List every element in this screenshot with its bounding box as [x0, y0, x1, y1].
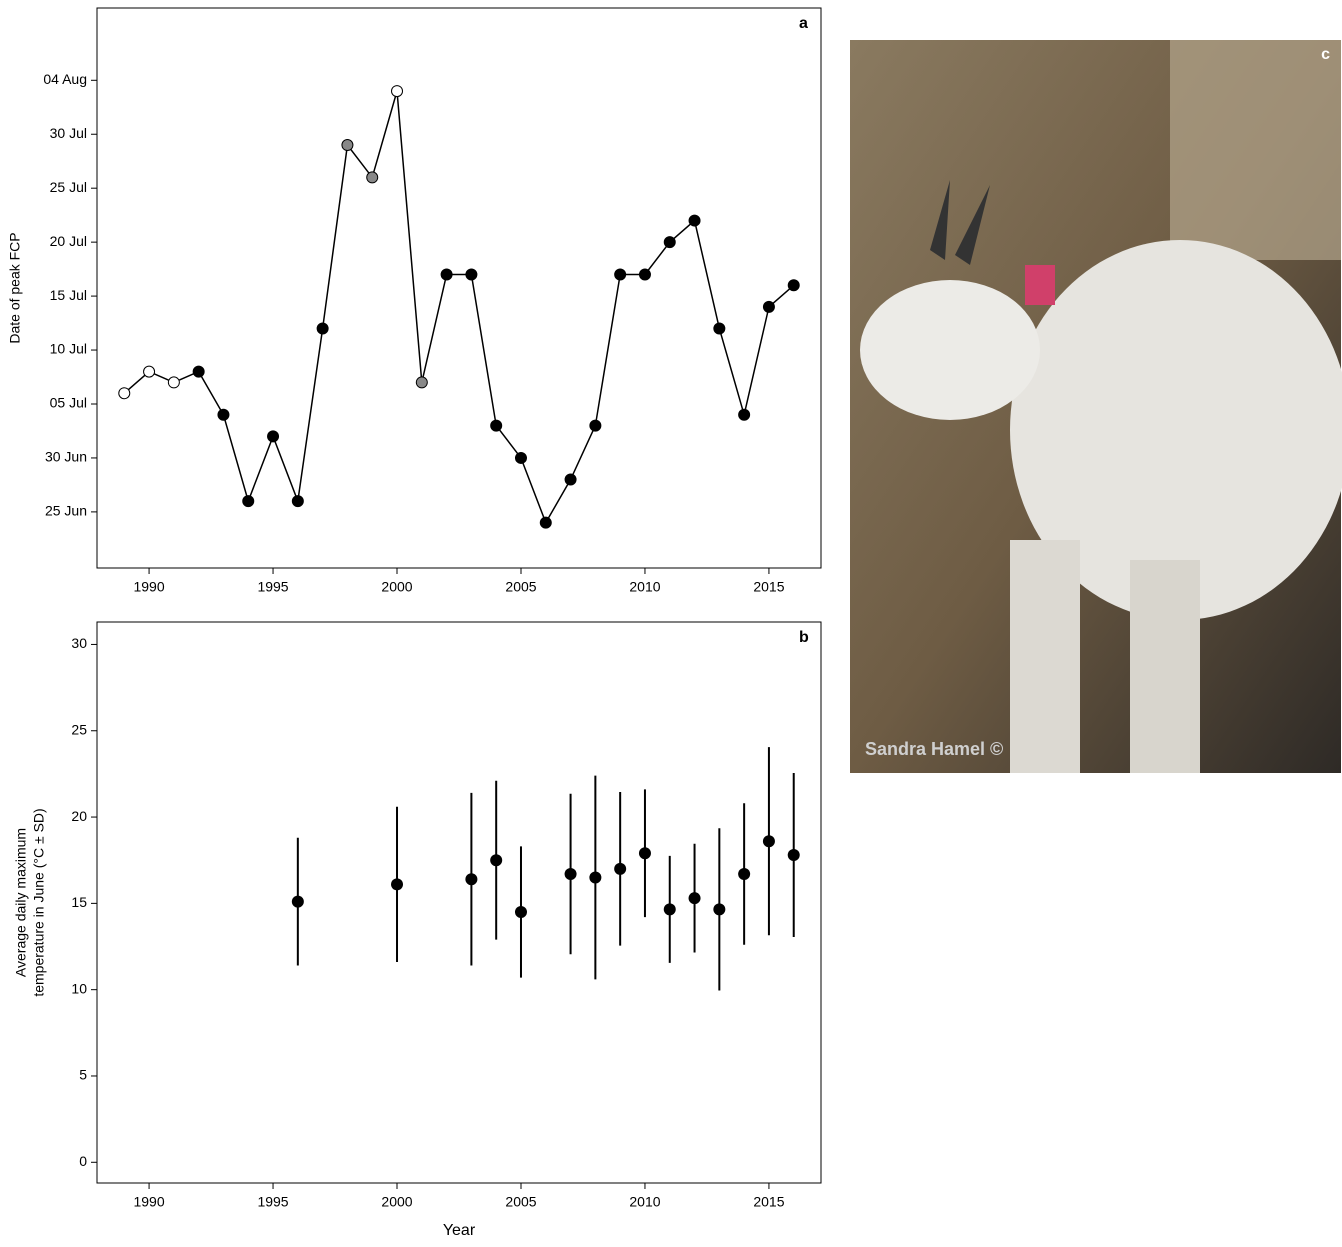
x-tick-label: 2010	[629, 579, 660, 595]
data-point	[143, 365, 156, 378]
data-point	[167, 376, 180, 389]
data-point	[787, 279, 800, 292]
x-tick-label: 1995	[257, 579, 288, 595]
panel-label: c	[1321, 46, 1330, 63]
y-tick-label: 04 Aug	[43, 71, 87, 87]
y-axis-label: Average daily maximum	[13, 828, 29, 977]
data-point	[539, 516, 552, 529]
y-tick-label: 05 Jul	[50, 395, 87, 411]
data-point	[762, 300, 775, 313]
data-point	[242, 495, 255, 508]
data-point	[465, 873, 478, 886]
data-point	[738, 868, 751, 881]
y-tick-label: 0	[79, 1153, 87, 1169]
plot-frame	[96, 621, 822, 1184]
data-point	[738, 408, 751, 421]
goat-head	[860, 280, 1040, 420]
data-line	[123, 90, 795, 525]
rock	[1170, 40, 1341, 260]
data-point	[415, 376, 428, 389]
panel-label: a	[799, 15, 808, 32]
data-point	[217, 408, 230, 421]
x-tick-label: 2000	[381, 1194, 412, 1210]
y-tick-label: 25 Jul	[50, 179, 87, 195]
x-tick-label: 2010	[629, 1194, 660, 1210]
data-point	[688, 214, 701, 227]
data-point	[267, 430, 280, 443]
data-point	[316, 322, 329, 335]
y-tick-label: 5	[79, 1067, 87, 1083]
goat-leg	[1130, 560, 1200, 773]
data-point	[291, 495, 304, 508]
data-point	[341, 139, 354, 152]
data-point	[787, 849, 800, 862]
data-point	[391, 85, 404, 98]
x-tick-label: 2015	[753, 1194, 784, 1210]
x-tick-label: 1990	[133, 1194, 164, 1210]
data-point	[465, 268, 478, 281]
y-tick-label: 10	[71, 980, 87, 996]
data-point	[614, 862, 627, 875]
data-point	[366, 171, 379, 184]
y-tick-label: 10 Jul	[50, 341, 87, 357]
data-point	[490, 854, 503, 867]
x-tick-label: 2015	[753, 579, 784, 595]
data-point	[638, 268, 651, 281]
data-point	[762, 835, 775, 848]
y-tick-label: 30 Jul	[50, 125, 87, 141]
x-axis-label: Year	[443, 1222, 476, 1239]
plot-frame	[96, 7, 822, 569]
data-point	[638, 847, 651, 860]
data-point	[688, 892, 701, 905]
data-point	[614, 268, 627, 281]
y-tick-label: 25 Jun	[45, 503, 87, 519]
x-tick-label: 2005	[505, 1194, 536, 1210]
y-axis-label: Date of peak FCP	[7, 232, 23, 343]
data-point	[490, 419, 503, 432]
goat-horns	[930, 180, 990, 265]
data-point	[564, 868, 577, 881]
data-point	[192, 365, 205, 378]
goat-leg	[1010, 540, 1080, 773]
y-tick-label: 20	[71, 808, 87, 824]
goat-body	[1010, 240, 1342, 620]
photo-credit: Sandra Hamel ©	[865, 739, 1003, 759]
data-point	[440, 268, 453, 281]
y-axis-label: temperature in June (°C ± SD)	[31, 808, 47, 996]
y-tick-label: 30	[71, 635, 87, 651]
y-tick-label: 25	[71, 721, 87, 737]
data-point	[713, 903, 726, 916]
y-tick-label: 15	[71, 894, 87, 910]
ear-tag	[1025, 265, 1055, 305]
data-point	[589, 871, 602, 884]
x-tick-label: 1990	[133, 579, 164, 595]
x-tick-label: 2005	[505, 579, 536, 595]
panel-label: b	[799, 629, 809, 646]
data-point	[118, 387, 131, 400]
data-point	[391, 878, 404, 891]
x-tick-label: 1995	[257, 1194, 288, 1210]
data-point	[663, 903, 676, 916]
data-point	[514, 905, 527, 918]
data-point	[291, 895, 304, 908]
data-point	[663, 236, 676, 249]
x-tick-label: 2000	[381, 579, 412, 595]
y-tick-label: 15 Jul	[50, 287, 87, 303]
photo: Sandra Hamel © c	[850, 40, 1342, 773]
data-point	[589, 419, 602, 432]
y-tick-label: 20 Jul	[50, 233, 87, 249]
data-point	[713, 322, 726, 335]
data-point	[564, 473, 577, 486]
data-point	[514, 451, 527, 464]
y-tick-label: 30 Jun	[45, 449, 87, 465]
